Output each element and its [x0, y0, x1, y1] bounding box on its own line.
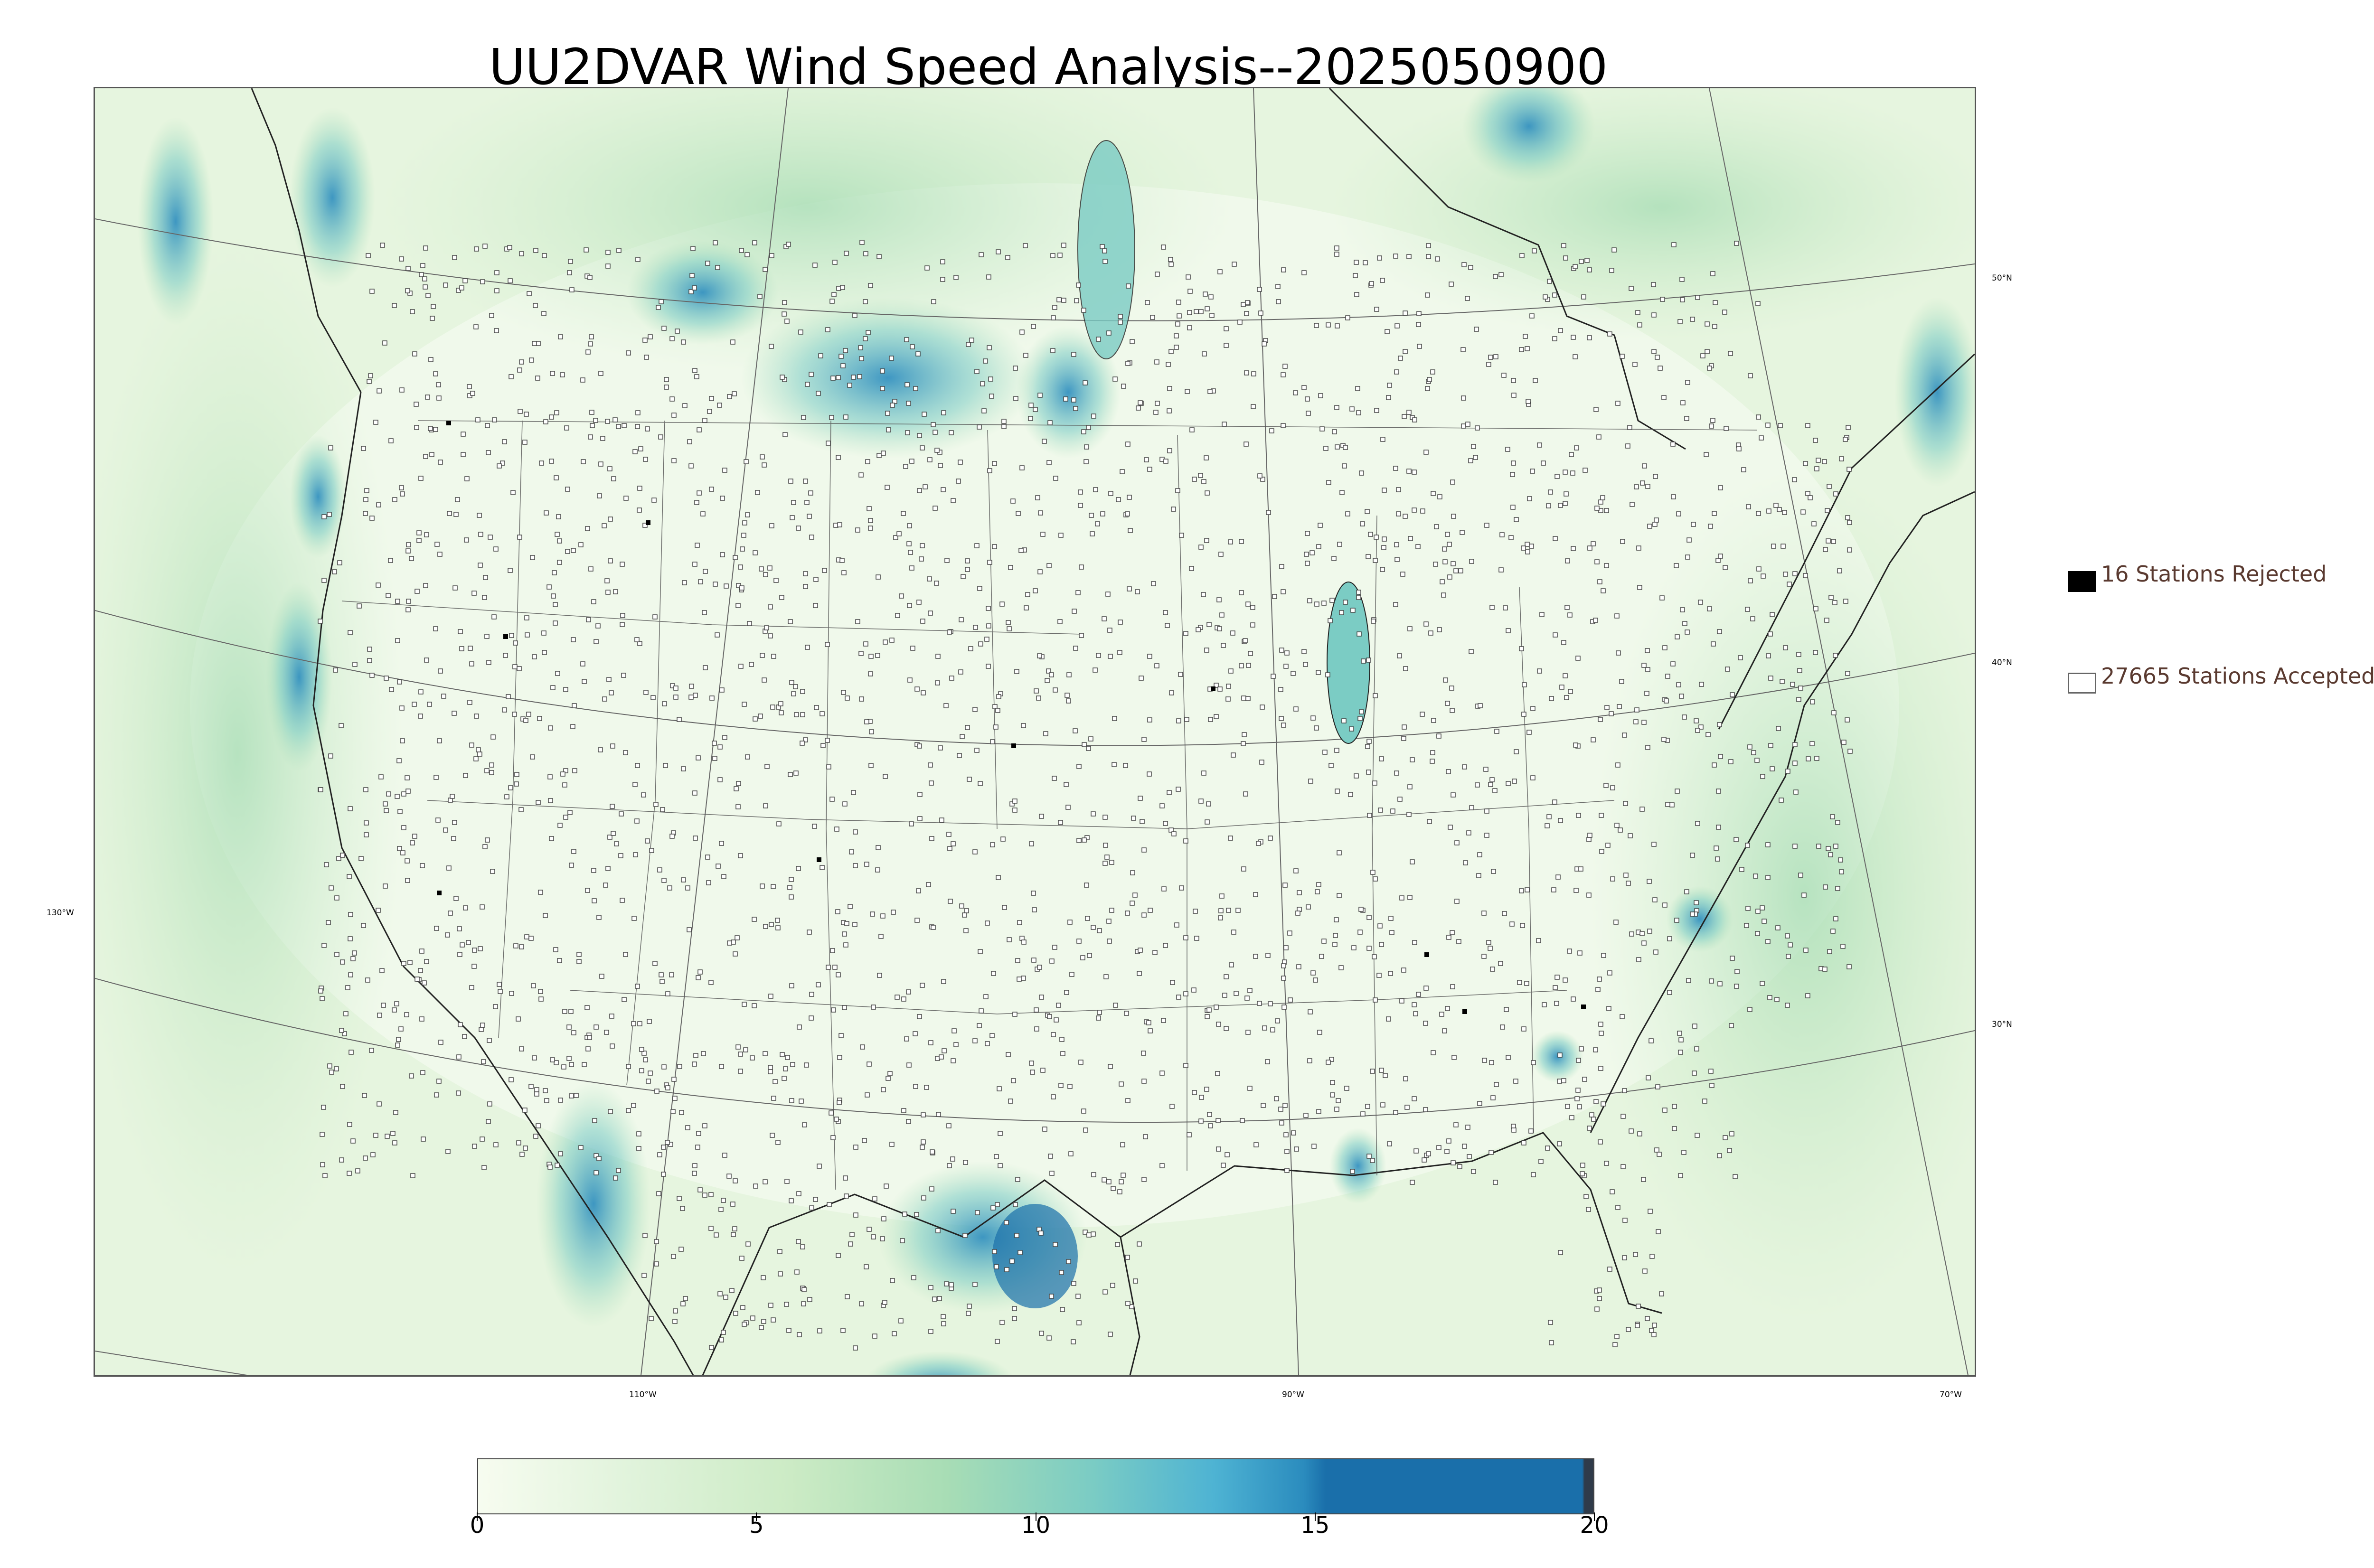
accepted-station-swatch	[2068, 673, 2096, 694]
colorbar-tick	[1314, 1512, 1316, 1521]
colorbar-tick-label: 10	[1021, 1512, 1051, 1539]
colorbar-tick-label: 5	[749, 1512, 764, 1539]
lat-label-30: 30°N	[1992, 1020, 2012, 1029]
map-panel[interactable]: 50°N 40°N 30°N	[94, 87, 2012, 1377]
lon-label-130: 130°W	[47, 908, 74, 918]
colorbar-tick-label: 20	[1580, 1512, 1609, 1539]
colorbar-tick-label: 15	[1300, 1512, 1330, 1539]
wind-speed-map[interactable]	[95, 88, 1975, 1375]
lon-label-70: 70°W	[1940, 1390, 1962, 1399]
colorbar-tick	[477, 1512, 478, 1521]
lat-label-50: 50°N	[1992, 273, 2012, 283]
colorbar-tick	[1594, 1512, 1595, 1521]
coastlines	[251, 88, 1975, 1375]
lon-label-90: 90°W	[1282, 1390, 1304, 1399]
rejected-station-swatch	[2068, 571, 2096, 592]
rejected-stations-label: 16 Stations Rejected	[2101, 561, 2327, 587]
colorbar-tick-label: 0	[470, 1512, 485, 1539]
wind-speed-colorbar	[477, 1458, 1594, 1514]
station-markers	[318, 240, 1853, 1351]
accepted-stations-label: 27665 Stations Accepted	[2101, 663, 2374, 689]
colorbar-tick	[756, 1512, 757, 1521]
lon-label-110: 110°W	[629, 1390, 657, 1399]
lat-label-40: 40°N	[1992, 658, 2012, 667]
map-title: UU2DVAR Wind Speed Analysis--2025050900	[489, 38, 1608, 96]
